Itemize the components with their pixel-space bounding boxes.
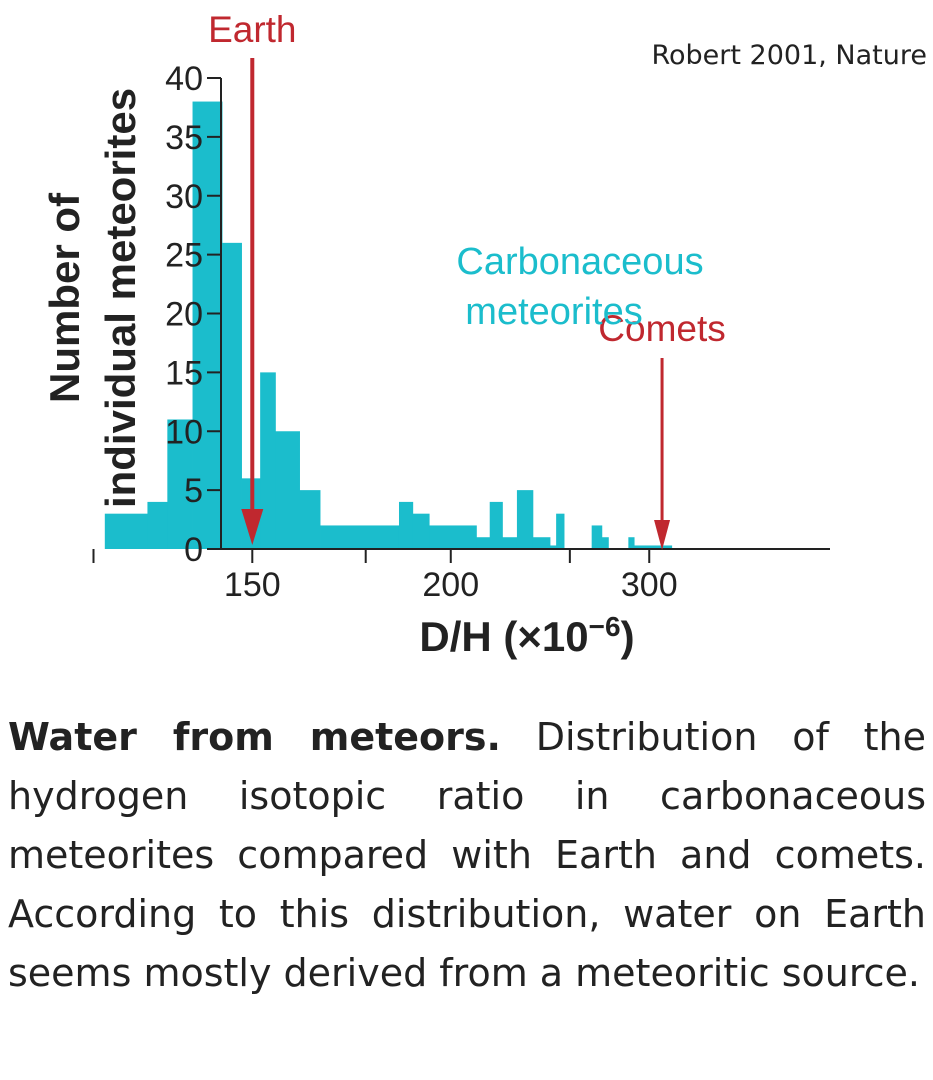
y-tick-label: 5 bbox=[184, 472, 203, 510]
histogram-bar bbox=[275, 431, 300, 549]
histogram-bar bbox=[476, 537, 491, 549]
histogram-bar bbox=[489, 501, 503, 549]
comets-arrow: Comets bbox=[598, 308, 726, 550]
histogram-bar bbox=[299, 490, 321, 549]
histogram-bar bbox=[628, 537, 635, 549]
y-tick-label: 25 bbox=[165, 237, 203, 275]
citation: Robert 2001, Nature bbox=[651, 40, 927, 71]
histogram-bar bbox=[167, 419, 193, 549]
earth-arrow: Earth bbox=[208, 9, 297, 545]
histogram-bar bbox=[556, 513, 565, 549]
histogram-bar bbox=[260, 372, 276, 549]
x-tick-label: 150 bbox=[224, 566, 281, 604]
series-label-line2: meteorites bbox=[465, 291, 642, 333]
histogram-bar bbox=[222, 242, 242, 549]
histogram-bar bbox=[601, 537, 609, 549]
x-tick-label: 200 bbox=[422, 566, 479, 604]
histogram-bar bbox=[634, 545, 673, 549]
histogram-bar bbox=[502, 537, 518, 549]
histogram-bar bbox=[516, 490, 534, 549]
y-tick-label: 30 bbox=[165, 178, 203, 216]
earth-label: Earth bbox=[208, 9, 296, 50]
histogram-bar bbox=[550, 545, 557, 549]
y-tick-label: 15 bbox=[165, 354, 203, 392]
histogram-bar bbox=[104, 513, 148, 549]
y-tick-label: 40 bbox=[165, 60, 203, 98]
x-axis-ticks: 100150200300 bbox=[92, 549, 678, 604]
histogram-bar bbox=[398, 501, 414, 549]
histogram-bar bbox=[320, 525, 400, 549]
caption-title: Water from meteors. bbox=[8, 715, 501, 759]
y-axis-label-line2: individual meteorites bbox=[97, 88, 144, 508]
y-tick-label: 35 bbox=[165, 119, 203, 157]
histogram-bar bbox=[412, 513, 430, 549]
histogram-bar bbox=[429, 525, 477, 549]
caption-text: Distribution of the hydrogen isotopic ra… bbox=[8, 715, 926, 995]
figure-caption: Water from meteors. Distribution of the … bbox=[8, 708, 926, 1003]
histogram-bar bbox=[192, 101, 223, 550]
y-axis-label-line1: Number of bbox=[41, 192, 88, 403]
histogram-bar bbox=[591, 525, 603, 549]
series-label-line1: Carbonaceous bbox=[456, 241, 703, 283]
y-axis-ticks: 0 5 10 15 20 25 30 35 40 bbox=[165, 60, 221, 569]
comets-label: Comets bbox=[598, 308, 725, 349]
histogram-bar bbox=[532, 537, 551, 549]
y-tick-label: 20 bbox=[165, 296, 203, 334]
y-tick-label: 0 bbox=[184, 531, 203, 569]
histogram-bar bbox=[147, 501, 168, 549]
y-tick-label: 10 bbox=[165, 413, 203, 451]
x-tick-label: 300 bbox=[621, 566, 678, 604]
x-axis-label: D/H (×10−6) bbox=[419, 611, 634, 660]
